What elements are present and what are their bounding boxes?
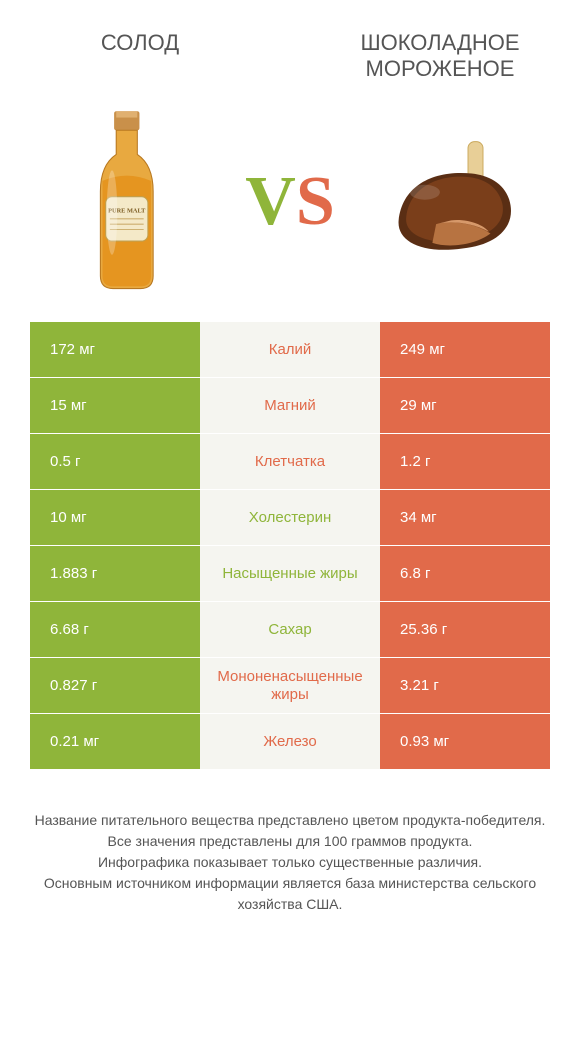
nutrient-name: Мононенасыщенные жиры	[200, 658, 380, 713]
right-value: 25.36 г	[380, 602, 550, 657]
nutrient-name: Магний	[200, 378, 380, 433]
ice-cream-bar-icon	[378, 136, 528, 267]
footnote-line: Основным источником информации является …	[30, 873, 550, 915]
nutrient-name: Калий	[200, 322, 380, 377]
table-row: 0.827 гМононенасыщенные жиры3.21 г	[30, 658, 550, 714]
right-product-image	[378, 107, 528, 297]
header: СОЛОД ШОКОЛАДНОЕ МОРОЖЕНОЕ	[0, 0, 580, 92]
right-value: 29 мг	[380, 378, 550, 433]
right-value: 0.93 мг	[380, 714, 550, 769]
vs-label: VS	[245, 162, 335, 242]
footnote-line: Инфографика показывает только существенн…	[30, 852, 550, 873]
left-product-image: PURE MALT	[52, 107, 202, 297]
table-row: 0.21 мгЖелезо0.93 мг	[30, 714, 550, 770]
left-value: 0.827 г	[30, 658, 200, 713]
table-row: 172 мгКалий249 мг	[30, 322, 550, 378]
nutrient-name: Сахар	[200, 602, 380, 657]
table-row: 15 мгМагний29 мг	[30, 378, 550, 434]
left-product-title: СОЛОД	[40, 30, 240, 82]
vs-v: V	[245, 163, 296, 240]
right-value: 249 мг	[380, 322, 550, 377]
table-row: 0.5 гКлетчатка1.2 г	[30, 434, 550, 490]
nutrient-name: Железо	[200, 714, 380, 769]
table-row: 1.883 гНасыщенные жиры6.8 г	[30, 546, 550, 602]
left-value: 6.68 г	[30, 602, 200, 657]
right-value: 3.21 г	[380, 658, 550, 713]
left-value: 1.883 г	[30, 546, 200, 601]
image-row: PURE MALT VS	[0, 92, 580, 322]
right-product-title: ШОКОЛАДНОЕ МОРОЖЕНОЕ	[340, 30, 540, 82]
right-value: 6.8 г	[380, 546, 550, 601]
table-row: 6.68 гСахар25.36 г	[30, 602, 550, 658]
footnote: Название питательного вещества представл…	[30, 810, 550, 915]
left-value: 172 мг	[30, 322, 200, 377]
left-value: 0.21 мг	[30, 714, 200, 769]
nutrient-name: Клетчатка	[200, 434, 380, 489]
table-row: 10 мгХолестерин34 мг	[30, 490, 550, 546]
footnote-line: Название питательного вещества представл…	[30, 810, 550, 831]
right-value: 1.2 г	[380, 434, 550, 489]
left-value: 10 мг	[30, 490, 200, 545]
left-value: 15 мг	[30, 378, 200, 433]
malt-bottle-icon: PURE MALT	[74, 107, 180, 297]
left-value: 0.5 г	[30, 434, 200, 489]
comparison-table: 172 мгКалий249 мг15 мгМагний29 мг0.5 гКл…	[30, 322, 550, 770]
nutrient-name: Холестерин	[200, 490, 380, 545]
footnote-line: Все значения представлены для 100 граммо…	[30, 831, 550, 852]
vs-s: S	[296, 163, 335, 240]
right-value: 34 мг	[380, 490, 550, 545]
nutrient-name: Насыщенные жиры	[200, 546, 380, 601]
